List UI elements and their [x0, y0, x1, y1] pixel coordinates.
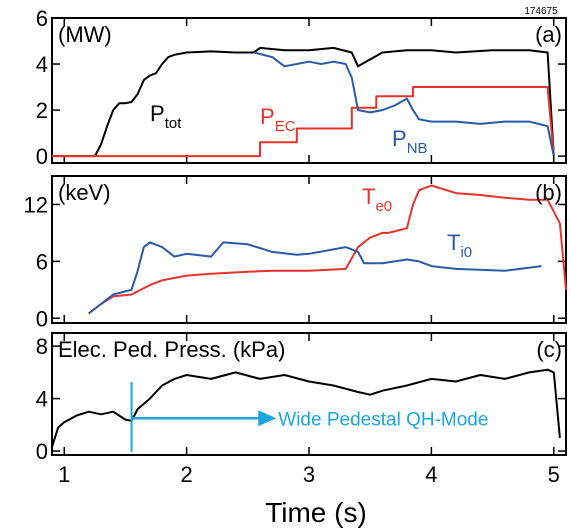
panel-b: 0 6 12 (keV) (b) Te0 Ti0 — [24, 175, 567, 331]
y-tick-label: 2 — [36, 98, 48, 123]
series-line-elec-ped-press- — [51, 368, 561, 448]
y-tick-label: 12 — [24, 192, 48, 217]
x-tick-label: 2 — [180, 462, 192, 487]
panel-c: 0 4 8 Elec. Ped. Press. (kPa) (c) Wide Pedest… — [36, 332, 567, 464]
series-label-p-nb: PNB — [392, 126, 428, 157]
series-line-t-e0 — [88, 184, 567, 315]
x-tick-label: 1 — [58, 462, 70, 487]
x-tick-label: 3 — [303, 462, 315, 487]
series-line-t-i0 — [88, 241, 542, 315]
series-label-p-ec: PEC — [260, 104, 296, 135]
x-tick-labels: 1 2 3 4 5 — [58, 462, 560, 487]
y-tick-label: 0 — [36, 306, 48, 331]
y-tick-label: 6 — [36, 6, 48, 31]
series-label-t-e0: Te0 — [362, 184, 392, 215]
panel-units-label: (MW) — [58, 22, 112, 47]
y-tick-label: 4 — [36, 52, 48, 77]
series-line-p-tot — [52, 46, 555, 158]
x-axis-label: Time (s) — [265, 497, 367, 528]
panel-letter: (b) — [535, 180, 562, 205]
series-line-p-ec — [52, 86, 555, 158]
y-tick-label: 4 — [36, 387, 48, 412]
panel-letter: (a) — [535, 22, 562, 47]
series-label-t-i0: Ti0 — [447, 230, 472, 261]
y-tick-label: 6 — [36, 249, 48, 274]
annotation-label: Wide Pedestal QH-Mode — [278, 409, 488, 430]
shot-number: 174675 — [524, 6, 558, 17]
x-tick-label: 5 — [548, 462, 560, 487]
panel-units-label: (keV) — [58, 180, 111, 205]
panel-a: 0 2 4 6 (MW) (a) Ptot PEC PNB — [36, 6, 567, 169]
annotation-arrow-head — [258, 410, 277, 427]
panel-letter: (c) — [536, 337, 562, 362]
y-tick-label: 8 — [36, 334, 48, 359]
series-line-p-nb — [253, 51, 555, 157]
plot-frame — [51, 175, 567, 324]
series-label-p-tot: Ptot — [150, 101, 182, 132]
y-tick-label: 0 — [36, 439, 48, 464]
panel-units-label: Elec. Ped. Press. (kPa) — [58, 337, 285, 362]
y-tick-label: 0 — [36, 144, 48, 169]
plot-frame — [51, 17, 567, 164]
x-tick-label: 4 — [425, 462, 437, 487]
